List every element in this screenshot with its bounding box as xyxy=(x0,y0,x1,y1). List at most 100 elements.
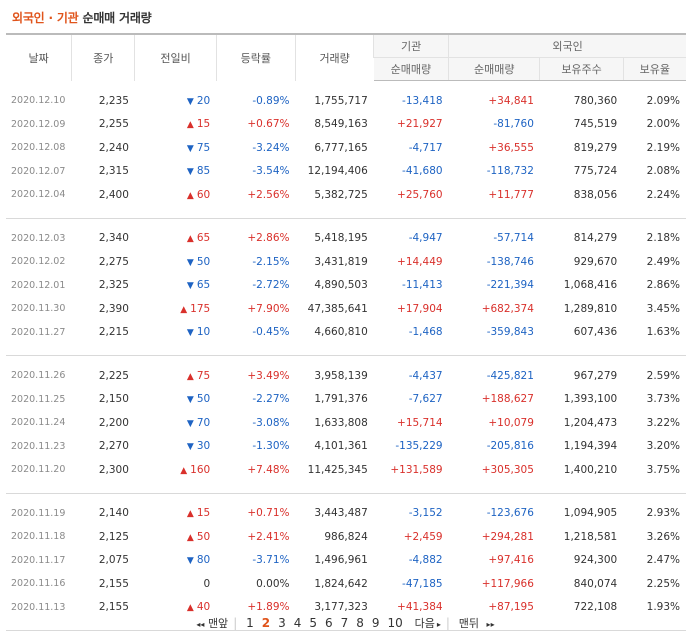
down-triangle-icon: ▼ xyxy=(186,418,194,429)
col-rate: 등락률 xyxy=(215,33,296,81)
page-link-7[interactable]: 7 xyxy=(340,616,349,630)
change-value: 50 xyxy=(196,255,211,268)
date-cell: 2020.12.01 xyxy=(11,279,66,291)
page-link-10[interactable]: 10 xyxy=(387,616,403,630)
table-row: 2020.12.10 2,235 ▼ 20 -0.89% 1,755,717 -13,418… xyxy=(6,89,686,113)
col-foreign-net: 순매매량 xyxy=(448,57,540,81)
date-cell: 2020.11.20 xyxy=(11,464,66,476)
close-cell: 2,155 xyxy=(98,577,129,590)
foreign-net-cell: -205,816 xyxy=(486,440,534,453)
change-value: 160 xyxy=(190,463,211,476)
change-value: 15 xyxy=(196,507,211,520)
table-row: 2020.11.19 2,140 ▲ 15 +0.71% 3,443,487 -3,152 -… xyxy=(6,502,686,526)
page-link-2[interactable]: 2 xyxy=(261,616,271,630)
close-cell: 2,340 xyxy=(98,232,129,245)
up-triangle-icon: ▲ xyxy=(186,190,194,201)
change-value: 60 xyxy=(196,188,211,201)
inst-net-cell: -13,418 xyxy=(402,94,443,107)
inst-net-cell: +17,904 xyxy=(397,302,443,315)
close-cell: 2,300 xyxy=(98,463,129,476)
rate-cell: -0.45% xyxy=(252,326,290,339)
table-row: 2020.11.20 2,300 ▲ 160 +7.48% 11,425,345 +131,… xyxy=(6,458,686,482)
volume-cell: 3,177,323 xyxy=(314,601,368,614)
last-page-link[interactable]: 맨뒤 ▸▸ xyxy=(458,617,495,630)
foreign-net-cell: +87,195 xyxy=(488,601,534,614)
change-value: 10 xyxy=(196,326,211,339)
page-link-4[interactable]: 4 xyxy=(293,616,302,630)
date-cell: 2020.11.24 xyxy=(11,417,66,429)
close-cell: 2,200 xyxy=(98,416,129,429)
ratio-cell: 2.09% xyxy=(646,94,680,107)
volume-cell: 3,443,487 xyxy=(314,507,368,520)
inst-net-cell: -135,229 xyxy=(395,440,443,453)
inst-net-cell: -4,882 xyxy=(408,554,443,567)
change-value: 75 xyxy=(196,141,211,154)
rate-cell: +7.48% xyxy=(247,463,290,476)
next-page-link[interactable]: 다음 ▸ xyxy=(414,617,441,630)
rate-cell: +7.90% xyxy=(247,302,290,315)
page-link-3[interactable]: 3 xyxy=(278,616,286,630)
change-cell: ▲ 175 xyxy=(135,297,216,321)
volume-cell: 4,890,503 xyxy=(314,279,368,292)
up-triangle-icon: ▲ xyxy=(186,509,194,520)
col-volume: 거래량 xyxy=(294,33,374,81)
inst-net-cell: -4,717 xyxy=(408,141,443,154)
table-row: 2020.11.24 2,200 ▼ 70 -3.08% 1,633,808 +15,714… xyxy=(6,411,686,435)
rate-cell: -2.27% xyxy=(252,393,290,406)
group-divider xyxy=(6,206,686,219)
holding-cell: 607,436 xyxy=(573,326,618,339)
change-cell: ▼ 20 xyxy=(135,89,216,113)
volume-cell: 986,824 xyxy=(324,530,368,543)
ratio-cell: 2.18% xyxy=(646,232,680,245)
rate-cell: -3.08% xyxy=(252,416,290,429)
down-triangle-icon: ▼ xyxy=(186,328,194,339)
holding-cell: 722,108 xyxy=(573,601,618,614)
change-cell: ▼ 65 xyxy=(135,274,216,298)
foreign-net-cell: +188,627 xyxy=(481,393,534,406)
foreign-net-cell: +117,966 xyxy=(481,577,534,590)
volume-cell: 1,755,717 xyxy=(314,94,368,107)
table-row: 2020.11.27 2,215 ▼ 10 -0.45% 4,660,810 -1,468 -… xyxy=(6,321,686,345)
down-triangle-icon: ▼ xyxy=(186,143,194,154)
page-link-6[interactable]: 6 xyxy=(324,616,333,630)
close-cell: 2,215 xyxy=(98,326,129,339)
rate-cell: +2.86% xyxy=(247,232,290,245)
inst-net-cell: +14,449 xyxy=(397,255,443,268)
date-cell: 2020.11.25 xyxy=(11,393,66,405)
page-link-5[interactable]: 5 xyxy=(309,616,317,630)
ratio-cell: 3.45% xyxy=(646,302,680,315)
close-cell: 2,075 xyxy=(98,554,129,567)
group-divider xyxy=(6,619,686,631)
col-inst-net: 순매매량 xyxy=(373,57,449,81)
ratio-cell: 3.26% xyxy=(646,530,680,543)
change-cell: ▼ 80 xyxy=(135,549,216,573)
close-cell: 2,155 xyxy=(98,601,129,614)
inst-net-cell: -47,185 xyxy=(402,577,443,590)
change-cell: ▲ 160 xyxy=(135,458,216,482)
table-row: 2020.11.25 2,150 ▼ 50 -2.27% 1,791,376 -7,627 +… xyxy=(6,388,686,412)
down-triangle-icon: ▼ xyxy=(186,281,194,292)
change-value: 0 xyxy=(203,577,211,590)
ratio-cell: 2.59% xyxy=(646,369,680,382)
table-row: 2020.12.07 2,315 ▼ 85 -3.54% 12,194,406 -41,68… xyxy=(6,160,686,184)
page-link-8[interactable]: 8 xyxy=(356,616,364,630)
inst-net-cell: -1,468 xyxy=(408,326,443,339)
holding-cell: 1,068,416 xyxy=(563,279,618,292)
down-triangle-icon: ▼ xyxy=(186,556,194,567)
inst-net-cell: -4,437 xyxy=(408,369,443,382)
page-link-9[interactable]: 9 xyxy=(371,616,380,630)
volume-cell: 4,660,810 xyxy=(314,326,368,339)
up-triangle-icon: ▲ xyxy=(186,234,194,245)
volume-cell: 11,425,345 xyxy=(307,463,368,476)
change-value: 65 xyxy=(196,232,211,245)
date-cell: 2020.11.26 xyxy=(11,370,66,382)
close-cell: 2,275 xyxy=(98,255,129,268)
volume-cell: 4,101,361 xyxy=(314,440,368,453)
inst-net-cell: +21,927 xyxy=(397,118,443,131)
close-cell: 2,225 xyxy=(98,369,129,382)
first-page-link[interactable]: ◂◂ 맨앞 xyxy=(196,617,229,630)
rate-cell: +3.49% xyxy=(247,369,290,382)
holding-cell: 840,074 xyxy=(573,577,618,590)
date-cell: 2020.12.10 xyxy=(11,95,66,107)
page-link-1[interactable]: 1 xyxy=(246,616,254,630)
